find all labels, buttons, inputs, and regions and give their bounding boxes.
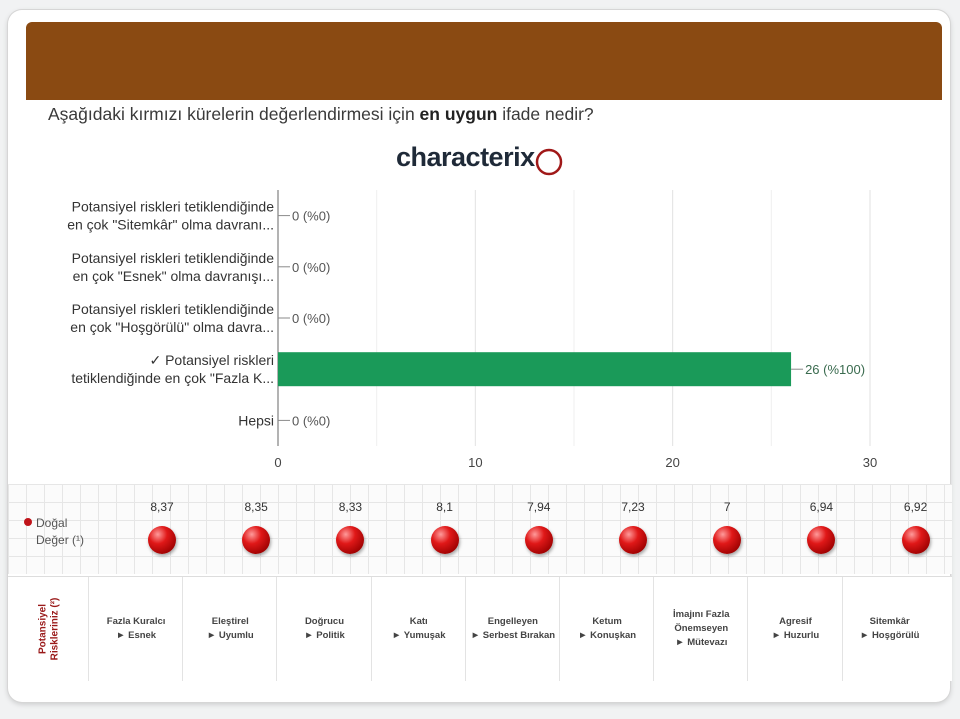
red-ball-icon — [148, 526, 176, 554]
red-ball-icon — [430, 526, 459, 554]
bar — [278, 352, 792, 387]
risk-item: Sitemkâr ► Hoşgörülü — [841, 577, 937, 681]
dot-value: 6,94 — [809, 500, 834, 514]
category-label: tetiklendiğinde en çok "Fazla K... — [71, 370, 274, 386]
dot-value: 8,35 — [244, 500, 268, 514]
dot-value: 7 — [723, 500, 731, 514]
red-ball-icon — [619, 526, 647, 554]
risk-item-label: Eleştirel ► Uyumlu — [206, 616, 254, 641]
dot-value: 6,92 — [903, 500, 928, 514]
red-ball-icon — [713, 526, 742, 554]
dot-cell: 7 — [682, 500, 772, 554]
dot-cell: 7,94 — [494, 500, 584, 554]
risk-item: Engelleyen ► Serbest Bırakan — [464, 577, 560, 681]
risk-item-label: Ketum ► Konuşkan — [578, 616, 637, 641]
risk-item-label: Sitemkâr ► Hoşgörülü — [859, 616, 920, 641]
bar-value-label: 0 (%0) — [292, 311, 330, 326]
bar-value-label: 26 (%100) — [805, 362, 865, 377]
x-tick-label: 30 — [863, 455, 877, 470]
category-label: ✓ Potansiyel riskleri — [149, 352, 274, 368]
risk-item-label: Katı ► Yumuşak — [391, 616, 446, 641]
bar-value-label: 0 (%0) — [292, 413, 330, 428]
question-text: Aşağıdaki kırmızı kürelerin değerlendirm… — [48, 104, 594, 124]
characterix-logo: characterix — [396, 142, 563, 176]
bar-value-label: 0 (%0) — [292, 260, 330, 275]
category-label: Potansiyel riskleri tetiklendiğinde — [72, 250, 275, 266]
dot-value: 8,1 — [436, 500, 453, 514]
dot-cell: 8,33 — [305, 500, 395, 554]
risk-item: Fazla Kuralcı ► Esnek — [88, 577, 183, 681]
dot-cell: 7,23 — [588, 500, 678, 554]
red-ball-icon — [336, 526, 365, 554]
dot-cell: 6,94 — [776, 500, 866, 554]
risk-item: İmajını Fazla Önemseyen ► Mütevazı — [653, 577, 748, 681]
risk-item-label: Engelleyen ► Serbest Bırakan — [470, 616, 556, 641]
red-ball-icon — [242, 526, 271, 554]
dot-value: 7,23 — [621, 500, 645, 514]
x-tick-label: 0 — [274, 455, 281, 470]
risk-row-label: Potansiyel Riskleriniz (²) — [36, 597, 60, 661]
risk-item: Doğrucu ► Politik — [276, 577, 371, 681]
dot-cell: 8,35 — [211, 500, 301, 554]
risk-item-label: Fazla Kuralcı ► Esnek — [106, 616, 166, 641]
dot-row-label: Doğal Değer (¹) — [24, 515, 84, 549]
category-label: Potansiyel riskleri tetiklendiğinde — [72, 199, 275, 215]
dot-cell: 8,1 — [400, 500, 490, 554]
dot-value: 8,37 — [150, 500, 174, 514]
red-ball-icon — [807, 526, 836, 554]
bar-chart: 0 10 20 30 Potansiyel riskleri tetiklendiğin… — [67, 190, 877, 470]
dot-value: 7,94 — [527, 500, 551, 514]
risk-item: Ketum ► Konuşkan — [559, 577, 654, 681]
dot-cell: 8,37 — [117, 500, 207, 554]
bar-value-label: 0 (%0) — [292, 209, 330, 224]
risk-item: Katı ► Yumuşak — [370, 577, 466, 681]
category-label: en çok "Sitemkâr" olma davranı... — [67, 217, 274, 233]
header-banner — [26, 22, 942, 100]
red-ball-icon — [524, 526, 553, 554]
risk-item-label: Doğrucu ► Politik — [304, 616, 345, 641]
risk-item-label: Agresif ► Huzurlu — [771, 616, 820, 641]
category-label: en çok "Hoşgörülü" olma davra... — [70, 319, 274, 335]
dot-cell: 6,92 — [871, 500, 960, 554]
risk-item-label: İmajını Fazla Önemseyen ► Mütevazı — [673, 609, 730, 648]
risk-item: Eleştirel ► Uyumlu — [182, 577, 277, 681]
risk-row: Potansiyel Riskleriniz (²) Fazla Kuralcı ►… — [8, 576, 952, 681]
logo-circle-icon — [535, 148, 563, 176]
risk-item: Agresif ► Huzurlu — [747, 577, 842, 681]
x-tick-label: 20 — [665, 455, 679, 470]
category-label: en çok "Esnek" olma davranışı... — [73, 268, 274, 284]
logo-text: characterix — [396, 142, 535, 172]
x-tick-label: 10 — [468, 455, 482, 470]
category-label: Hepsi — [238, 412, 274, 428]
category-label: Potansiyel riskleri tetiklendiğinde — [72, 301, 275, 317]
red-ball-icon — [901, 526, 930, 554]
dot-value: 8,33 — [338, 500, 363, 514]
